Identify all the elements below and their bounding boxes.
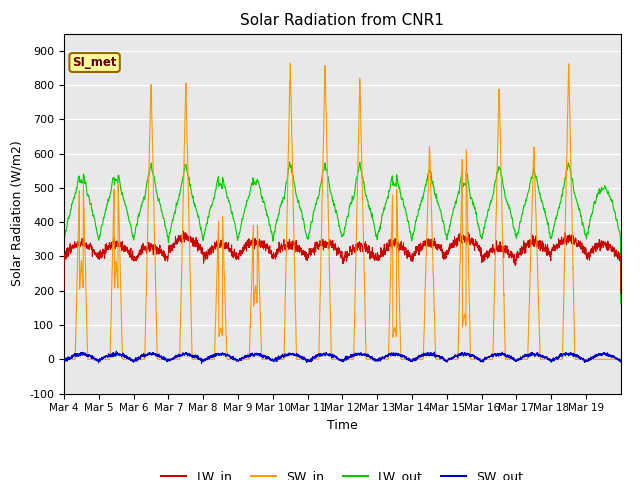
LW_in (523, 241, 531, 247)
SW_out (198, 360, 205, 366)
LW_in (393, 241, 401, 247)
LW_out (175, 192, 183, 197)
Title: Solar Radiation from CNR1: Solar Radiation from CNR1 (241, 13, 444, 28)
LW_out (617, 301, 625, 307)
LW_out (393, 174, 401, 180)
SW_out (537, 354, 545, 360)
SW_in (287, 60, 294, 66)
LW_out (495, 165, 503, 170)
LW_in (537, 242, 545, 248)
SW_in (523, 357, 531, 362)
SW_in (364, 357, 371, 362)
LW_out (285, 159, 293, 165)
SW_in (617, 357, 625, 362)
LW_in (175, 237, 183, 242)
LW_out (523, 196, 531, 202)
LW_out (364, 196, 371, 202)
LW_in (617, 291, 625, 297)
LW_in (495, 245, 503, 251)
SW_in (495, 90, 503, 96)
LW_out (60, 300, 68, 306)
LW_out (537, 195, 545, 201)
X-axis label: Time: Time (327, 419, 358, 432)
SW_in (175, 357, 183, 362)
Line: LW_in: LW_in (64, 231, 621, 294)
SW_out (364, 353, 371, 359)
SW_in (60, 357, 68, 362)
LW_in (364, 247, 371, 252)
LW_in (60, 288, 68, 294)
Line: SW_in: SW_in (64, 63, 621, 360)
SW_out (523, 352, 531, 358)
Line: LW_out: LW_out (64, 162, 621, 304)
SW_in (393, 200, 401, 206)
SW_in (537, 357, 545, 362)
LW_in (180, 228, 188, 234)
Y-axis label: Solar Radiation (W/m2): Solar Radiation (W/m2) (11, 141, 24, 287)
SW_out (495, 352, 503, 358)
SW_out (176, 352, 184, 358)
SW_out (393, 352, 401, 358)
Text: SI_met: SI_met (72, 56, 117, 69)
SW_out (113, 348, 120, 354)
Line: SW_out: SW_out (64, 351, 621, 363)
SW_out (60, 358, 68, 364)
Legend: LW_in, SW_in, LW_out, SW_out: LW_in, SW_in, LW_out, SW_out (156, 465, 529, 480)
SW_out (617, 357, 625, 363)
